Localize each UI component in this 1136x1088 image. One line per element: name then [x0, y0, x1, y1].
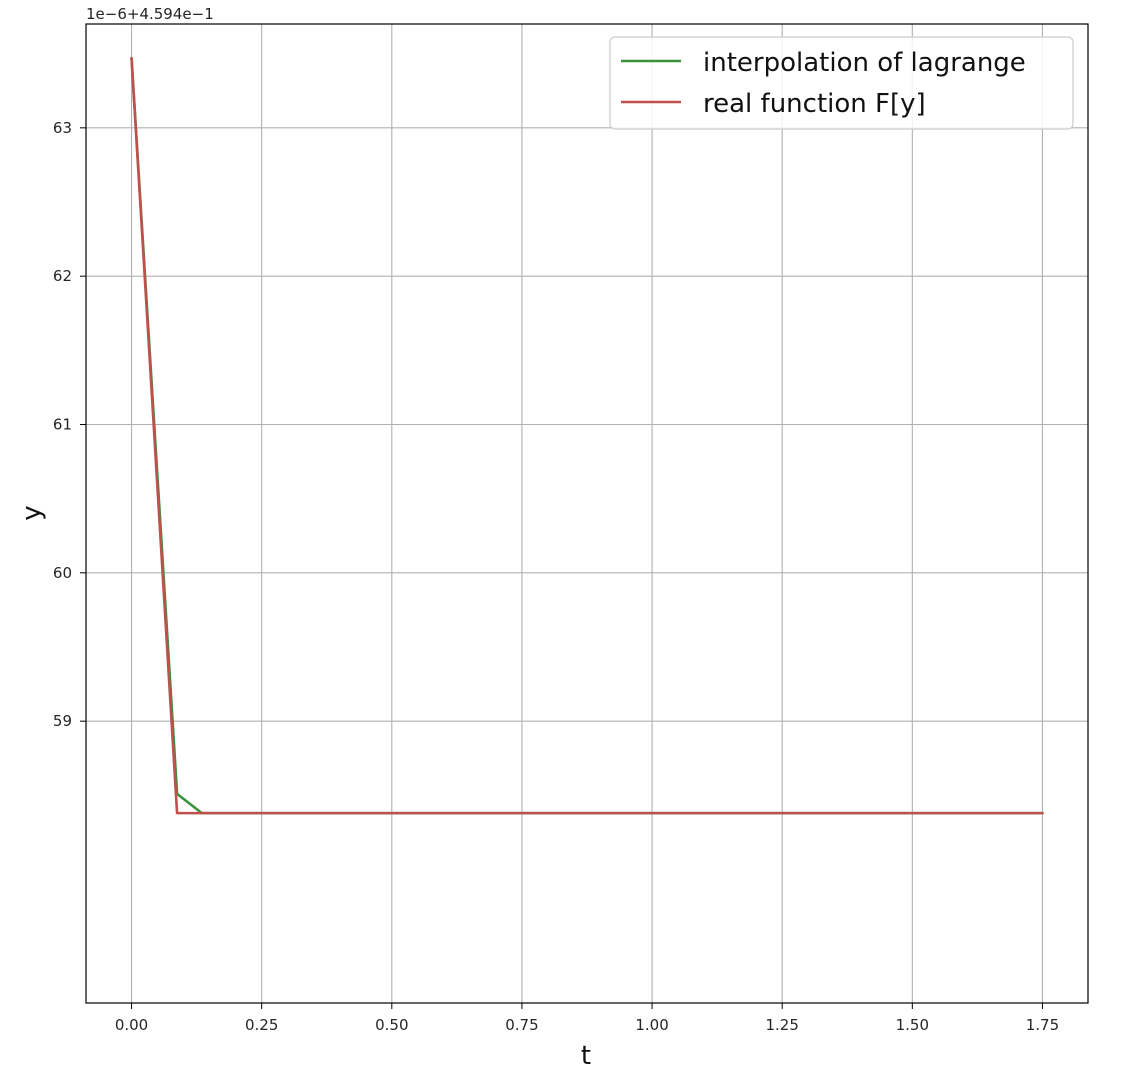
y-tick-label: 60 — [53, 564, 72, 582]
y-tick-label: 59 — [53, 712, 72, 730]
y-axis-offset-text: 1e−6+4.594e−1 — [86, 5, 214, 23]
axis-ticks: 0.00 0.25 0.50 0.75 1.00 1.25 1.50 1.75 59 60 61 62… — [53, 119, 1059, 1034]
plot-area-frame — [85, 23, 1089, 1004]
x-tick-label: 0.00 — [115, 1016, 148, 1034]
x-tick-label: 0.25 — [245, 1016, 278, 1034]
y-axis-label: y — [17, 505, 47, 520]
x-tick-label: 0.75 — [505, 1016, 538, 1034]
x-tick-label: 1.25 — [765, 1016, 798, 1034]
series-line-1 — [130, 56, 1044, 815]
series-lines — [130, 56, 1044, 815]
y-tick-label: 62 — [53, 267, 72, 285]
y-tick-label: 61 — [53, 416, 72, 434]
x-tick-label: 0.50 — [375, 1016, 408, 1034]
legend-box — [609, 36, 1074, 130]
legend-label-real-function: real function F[y] — [703, 89, 926, 119]
legend: interpolation of lagrange real function … — [609, 36, 1074, 130]
x-tick-label: 1.75 — [1026, 1016, 1059, 1034]
x-tick-label: 1.50 — [896, 1016, 929, 1034]
x-tick-label: 1.00 — [635, 1016, 668, 1034]
x-axis-label: t — [581, 1041, 591, 1071]
legend-label-interpolation: interpolation of lagrange — [703, 48, 1026, 78]
y-tick-label: 63 — [53, 119, 72, 137]
